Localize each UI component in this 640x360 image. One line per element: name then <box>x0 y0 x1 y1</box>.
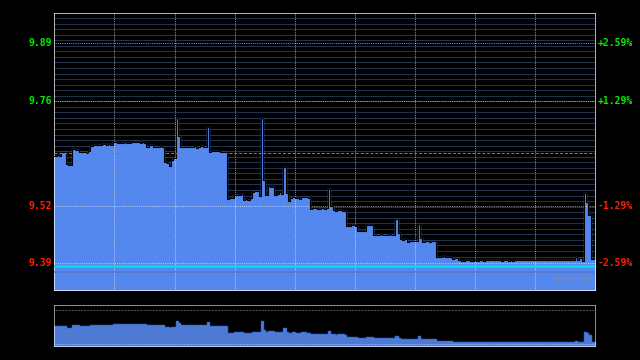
Text: 9.89: 9.89 <box>28 39 52 48</box>
Text: 9.39: 9.39 <box>28 258 52 269</box>
Text: -2.59%: -2.59% <box>598 258 633 269</box>
Text: 9.52: 9.52 <box>28 201 52 211</box>
Text: 8n8.com: 8n8.com <box>553 275 593 284</box>
Text: 9.76: 9.76 <box>28 96 52 105</box>
Text: +2.59%: +2.59% <box>598 39 633 48</box>
Text: -1.29%: -1.29% <box>598 201 633 211</box>
Text: +1.29%: +1.29% <box>598 96 633 105</box>
